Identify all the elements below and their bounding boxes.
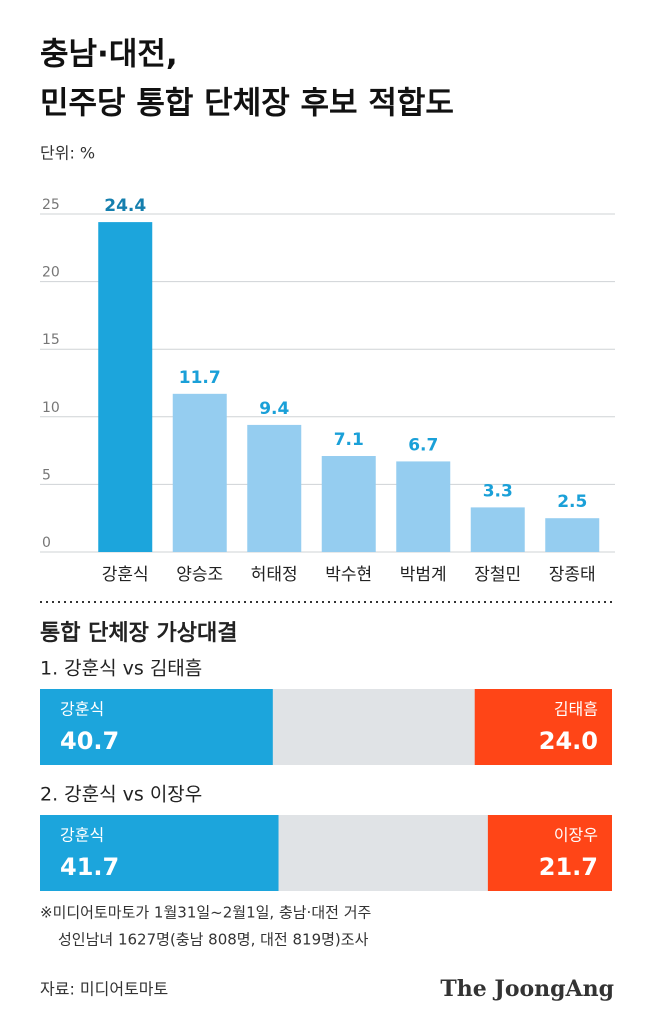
value-label: 7.1 <box>334 430 364 450</box>
left-name: 강훈식 <box>60 826 104 845</box>
value-label: 9.4 <box>259 399 289 419</box>
y-tick-label: 20 <box>42 265 60 281</box>
right-bar <box>474 689 612 765</box>
bar <box>321 456 376 552</box>
title-line: 민주당 통합 단체장 후보 적합도 <box>40 86 454 122</box>
x-tick-label: 장종태 <box>549 565 596 585</box>
bar <box>172 393 227 552</box>
x-tick-label: 양승조 <box>176 565 223 585</box>
y-tick-label: 25 <box>42 197 60 213</box>
y-tick-label: 5 <box>42 467 51 483</box>
left-bar <box>40 689 273 765</box>
x-tick-label: 강훈식 <box>102 565 149 585</box>
unit-label: 단위: % <box>40 144 95 163</box>
y-tick-label: 0 <box>42 535 51 551</box>
right-value: 21.7 <box>539 853 598 881</box>
bar <box>470 507 525 552</box>
left-value: 41.7 <box>60 853 119 881</box>
value-label: 2.5 <box>557 492 587 512</box>
right-bar <box>487 815 612 891</box>
left-bar <box>40 815 279 891</box>
bar <box>247 424 302 552</box>
note: ※미디어토마토가 1월31일~2월1일, 충남·대전 거주 <box>40 904 371 922</box>
note: 성인남녀 1627명(충남 808명, 대전 819명)조사 <box>58 931 369 949</box>
x-tick-label: 박수현 <box>325 565 372 585</box>
bar <box>545 518 600 552</box>
y-tick-label: 15 <box>42 332 60 348</box>
matchup-label: 2. 강훈식 vs 이장우 <box>40 784 202 806</box>
x-tick-label: 박범계 <box>400 565 447 585</box>
right-name: 김태흠 <box>554 700 598 719</box>
right-value: 24.0 <box>539 727 598 755</box>
source: 자료: 미디어토마토 <box>40 980 168 999</box>
matchup-label: 1. 강훈식 vs 김태흠 <box>40 658 202 680</box>
left-value: 40.7 <box>60 727 119 755</box>
title-line: 충남·대전, <box>40 37 178 73</box>
left-name: 강훈식 <box>60 700 104 719</box>
section-title: 통합 단체장 가상대결 <box>40 620 237 646</box>
value-label: 3.3 <box>483 481 513 501</box>
y-tick-label: 10 <box>42 400 60 416</box>
logo: The JoongAng <box>440 976 614 1002</box>
bar <box>98 222 153 552</box>
value-label: 6.7 <box>408 435 438 455</box>
x-tick-label: 허태정 <box>251 565 298 585</box>
right-name: 이장우 <box>554 826 598 845</box>
x-tick-label: 장철민 <box>474 565 521 585</box>
value-label: 24.4 <box>104 196 146 216</box>
value-label: 11.7 <box>179 368 221 388</box>
bar <box>396 461 451 552</box>
